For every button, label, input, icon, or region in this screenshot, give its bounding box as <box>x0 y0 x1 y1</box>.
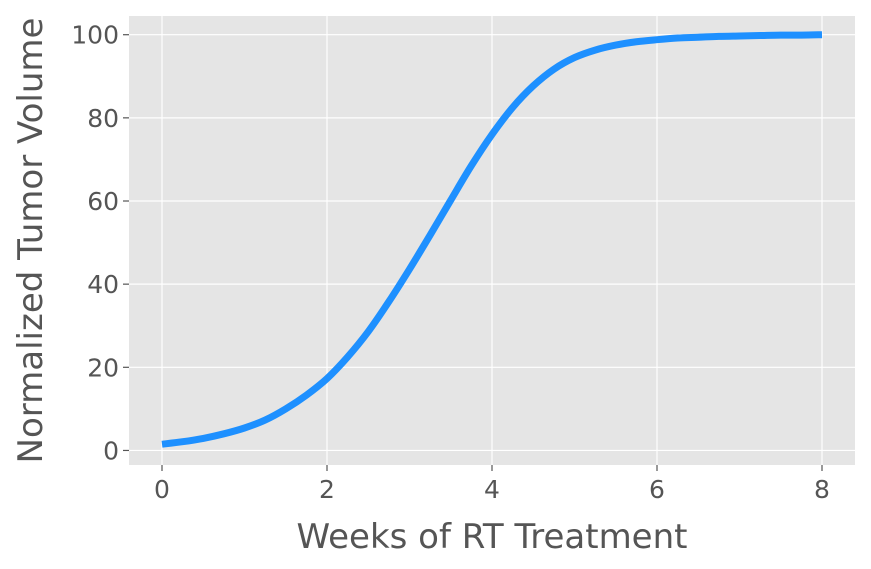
x-axis-ticks: 0 2 4 6 8 <box>154 465 830 504</box>
y-tick-label: 100 <box>71 21 119 50</box>
x-tick-label: 8 <box>814 475 830 504</box>
x-axis-title: Weeks of RT Treatment <box>297 517 688 557</box>
y-axis-title: Normalized Tumor Volume <box>11 18 51 464</box>
y-tick-label: 20 <box>87 353 119 382</box>
y-axis-ticks: 0 20 40 60 80 100 <box>71 21 129 465</box>
y-tick-label: 60 <box>87 187 119 216</box>
y-tick-label: 0 <box>103 436 119 465</box>
x-tick-label: 2 <box>319 475 335 504</box>
x-tick-label: 6 <box>649 475 665 504</box>
y-tick-label: 80 <box>87 104 119 133</box>
series-line <box>161 31 823 448</box>
x-tick-label: 0 <box>154 475 170 504</box>
x-tick-label: 4 <box>484 475 500 504</box>
y-tick-label: 40 <box>87 270 119 299</box>
